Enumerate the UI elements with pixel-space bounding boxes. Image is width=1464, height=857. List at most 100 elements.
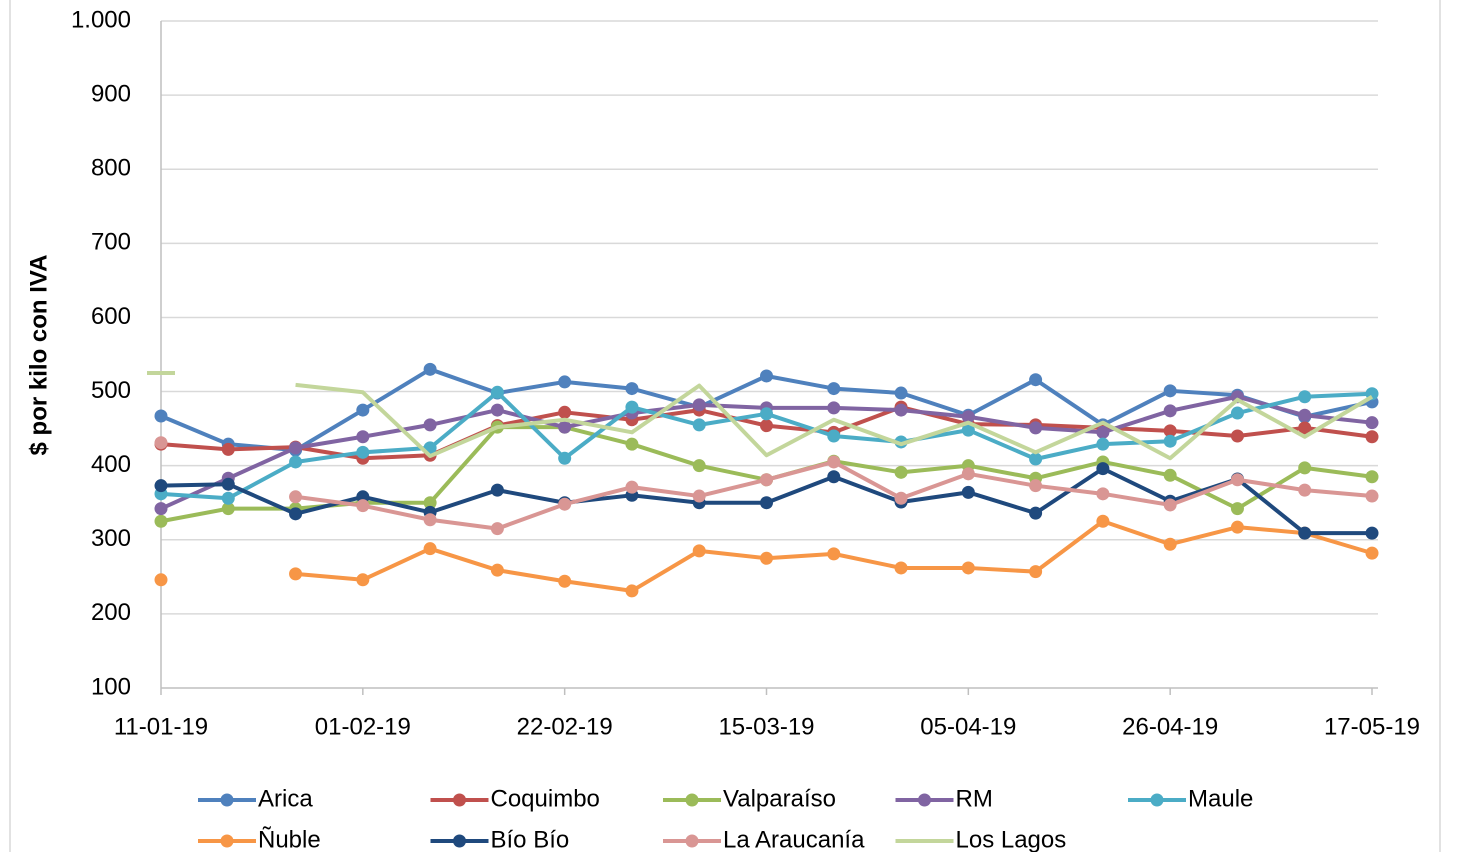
- data-point: [1163, 468, 1177, 482]
- data-point: [1163, 384, 1177, 398]
- x-tick-label: 01-02-19: [315, 713, 411, 740]
- legend-label: Ñuble: [258, 826, 321, 852]
- data-point: [154, 514, 168, 528]
- data-point: [221, 502, 235, 516]
- data-point: [894, 403, 908, 417]
- data-point: [1029, 479, 1043, 493]
- data-point: [1163, 424, 1177, 438]
- legend-label: Bío Bío: [491, 826, 570, 852]
- y-tick-label: 400: [91, 451, 131, 478]
- data-point: [827, 455, 841, 469]
- data-point: [760, 369, 773, 383]
- data-point: [1365, 430, 1379, 444]
- data-point: [1230, 502, 1244, 516]
- legend-marker: [918, 793, 931, 807]
- data-point: [692, 418, 706, 432]
- legend-marker: [453, 834, 466, 848]
- data-point: [760, 407, 773, 421]
- data-point: [490, 403, 504, 417]
- series-line: [295, 382, 1374, 461]
- y-axis-label: $ por kilo con IVA: [25, 255, 52, 456]
- data-point: [1096, 425, 1110, 439]
- data-point: [356, 573, 370, 587]
- data-point: [1163, 434, 1177, 448]
- data-point: [760, 473, 773, 487]
- data-point: [558, 405, 572, 419]
- x-tick-label: 15-03-19: [718, 713, 814, 740]
- legend-label: Los Lagos: [956, 826, 1067, 852]
- data-point: [289, 490, 303, 504]
- data-point: [1365, 470, 1379, 484]
- data-point: [289, 455, 303, 469]
- data-point: [356, 403, 370, 417]
- data-point: [1029, 421, 1043, 435]
- data-point: [1029, 506, 1043, 520]
- legend-marker: [685, 793, 699, 807]
- data-point: [356, 430, 370, 444]
- y-tick-label: 200: [91, 599, 131, 626]
- data-point: [1029, 373, 1043, 387]
- data-point: [1230, 406, 1244, 420]
- data-point: [625, 584, 639, 598]
- data-point: [1298, 526, 1312, 540]
- data-point: [289, 441, 303, 455]
- data-point: [1365, 416, 1379, 430]
- data-point: [961, 467, 975, 481]
- data-point: [221, 477, 235, 491]
- data-point: [625, 400, 639, 414]
- data-point: [221, 491, 235, 505]
- data-point: [221, 442, 235, 456]
- data-point: [1298, 483, 1312, 497]
- legend-marker: [220, 834, 234, 848]
- data-point: [1163, 404, 1177, 418]
- legend-label: RM: [956, 785, 993, 812]
- data-point: [423, 513, 437, 527]
- y-tick-label: 600: [91, 303, 131, 330]
- data-point: [625, 437, 639, 451]
- data-point: [154, 502, 168, 516]
- y-tick-label: 900: [91, 80, 131, 107]
- y-tick-label: 800: [91, 155, 131, 182]
- data-point: [356, 445, 370, 459]
- legend-marker: [685, 834, 699, 848]
- legend-marker: [453, 793, 466, 807]
- data-point: [894, 386, 908, 400]
- data-point: [760, 419, 773, 433]
- data-point: [423, 496, 437, 510]
- data-point: [1163, 537, 1177, 551]
- data-point: [1029, 565, 1043, 579]
- data-point: [1230, 429, 1244, 443]
- data-point: [961, 485, 975, 499]
- data-point: [1298, 390, 1312, 404]
- data-point: [558, 574, 572, 588]
- legend-label: Valparaíso: [723, 785, 836, 812]
- data-point: [356, 490, 370, 504]
- data-point: [423, 418, 437, 432]
- data-point: [827, 547, 841, 561]
- data-point: [1163, 498, 1177, 512]
- data-point: [760, 551, 773, 565]
- data-point: [1298, 461, 1312, 475]
- data-point: [1096, 487, 1110, 501]
- y-tick-label: 100: [91, 673, 131, 700]
- legend-label: Maule: [1188, 785, 1253, 812]
- data-point: [1298, 408, 1312, 422]
- data-point: [154, 436, 168, 450]
- data-point: [558, 497, 572, 511]
- data-point: [1096, 514, 1110, 528]
- data-point: [625, 480, 639, 494]
- data-point: [1096, 462, 1110, 476]
- data-point: [558, 451, 572, 465]
- data-point: [692, 544, 706, 558]
- data-point: [490, 563, 504, 577]
- x-tick-label: 05-04-19: [920, 713, 1016, 740]
- data-point: [490, 385, 504, 399]
- data-point: [1029, 452, 1043, 466]
- x-tick-label: 11-01-19: [114, 713, 208, 740]
- data-point: [558, 375, 572, 389]
- data-point: [961, 423, 975, 437]
- data-point: [356, 499, 370, 513]
- legend-label: La Araucanía: [723, 826, 865, 852]
- x-tick-label: 17-05-19: [1324, 713, 1420, 740]
- data-point: [1230, 520, 1244, 534]
